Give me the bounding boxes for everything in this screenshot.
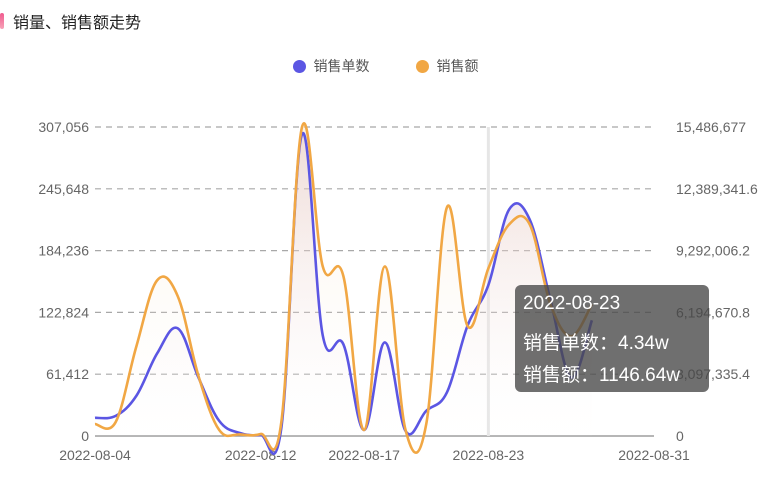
series-line-revenue [94, 122, 594, 454]
chart-tooltip: 2022-08-23 销售单数：4.34w 销售额：1146.64w [515, 285, 709, 392]
legend-label-orders: 销售单数 [313, 58, 370, 74]
title-accent-bar [0, 13, 4, 29]
x-tick-label: 2022-08-23 [453, 447, 525, 463]
y-left-tick-label: 307,056 [38, 119, 89, 135]
y-left-tick-label: 184,236 [38, 243, 89, 259]
legend-label-revenue: 销售额 [436, 58, 479, 74]
y-left-tick-label: 122,824 [38, 304, 89, 320]
tooltip-date: 2022-08-23 [523, 293, 621, 314]
y-left-tick-label: 0 [81, 428, 89, 444]
y-right-tick-label: 12,389,341.6 [676, 181, 758, 197]
x-tick-label: 2022-08-31 [618, 447, 690, 463]
x-tick-label: 2022-08-17 [328, 447, 400, 463]
x-tick-label: 2022-08-04 [59, 447, 131, 463]
y-right-tick-label: 9,292,006.2 [676, 243, 750, 259]
y-right-tick-label: 15,486,677 [676, 119, 746, 135]
legend-item-orders[interactable]: 销售单数 [292, 56, 370, 76]
chart-title: 销量、销售额走势 [13, 15, 142, 32]
series-line-orders [94, 131, 594, 456]
legend-dot-orders [292, 59, 306, 73]
tooltip-revenue: 销售额：1146.64w [523, 365, 680, 386]
legend-item-revenue[interactable]: 销售额 [415, 56, 479, 76]
tooltip-orders: 销售单数：4.34w [523, 333, 669, 354]
chart-title-wrap: 销量、销售额走势 [0, 8, 141, 34]
y-right-tick-label: 0 [676, 428, 684, 444]
y-left-tick-label: 245,648 [38, 181, 89, 197]
x-tick-label: 2022-08-12 [225, 447, 297, 463]
series-area-revenue [95, 123, 592, 453]
y-left-tick-label: 61,412 [46, 366, 89, 382]
legend-dot-revenue [415, 59, 429, 73]
chart-legend: 销售单数 销售额 [0, 56, 771, 76]
